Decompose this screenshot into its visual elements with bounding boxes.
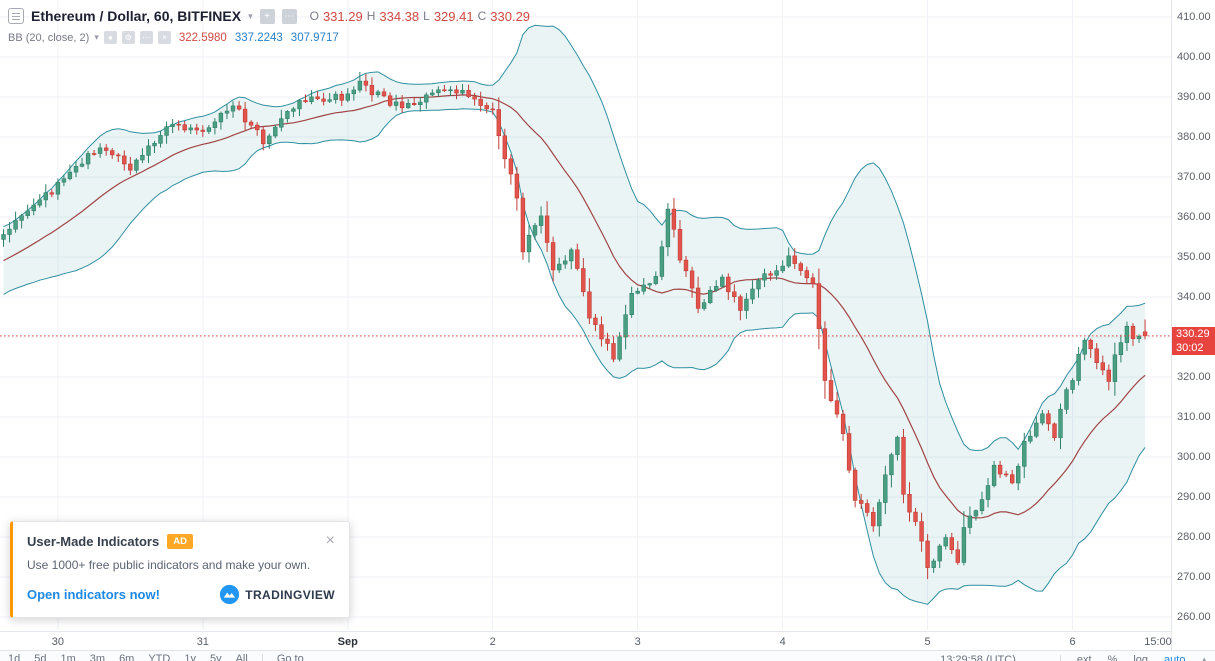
range-button-5d[interactable]: 5d xyxy=(34,653,47,661)
indicator-legend: BB (20, close, 2) ▾ ● ⚙ ⋯ × 322.5980 337… xyxy=(8,31,339,44)
ohlc-values: O 331.29 H 334.38 L 329.41 C 330.29 xyxy=(310,9,530,24)
price-axis[interactable]: 410.00 400.00 390.00 380.00 370.00 360.00 350.… xyxy=(1172,0,1215,631)
time-axis-label: 15:00 xyxy=(1144,636,1172,648)
low-value: 329.41 xyxy=(433,8,474,24)
bb-upper-value: 337.2243 xyxy=(234,31,283,44)
price-axis-label: 390.00 xyxy=(1177,91,1211,103)
price-axis-label: 310.00 xyxy=(1177,411,1211,423)
price-axis-label: 370.00 xyxy=(1177,171,1211,183)
price-axis-label: 260.00 xyxy=(1177,611,1211,623)
divider xyxy=(261,654,263,661)
close-label: C xyxy=(477,9,487,23)
range-button-1y[interactable]: 1y xyxy=(184,653,196,661)
goto-button[interactable]: Go to xyxy=(276,653,304,661)
scale-option-log[interactable]: log xyxy=(1133,653,1149,661)
grid xyxy=(0,0,1171,630)
ad-popup: User-Made Indicators AD × Use 1000+ free… xyxy=(10,521,350,618)
candles xyxy=(1,71,1148,580)
menu-icon[interactable] xyxy=(8,8,24,24)
settings-icon[interactable]: ⚙ xyxy=(121,31,135,44)
toolbar-clock[interactable]: 13:29:58 (UTC) xyxy=(940,653,1016,661)
scale-options: ext% log auto xyxy=(1077,654,1186,661)
time-axis-label: 6 xyxy=(1069,636,1076,648)
open-indicators-link[interactable]: Open indicators now! xyxy=(27,587,160,602)
low-label: L xyxy=(423,9,430,23)
price-axis-label: 350.00 xyxy=(1177,251,1211,263)
price-axis-label: 300.00 xyxy=(1177,451,1211,463)
scale-option-%[interactable]: % xyxy=(1107,653,1118,661)
chevron-down-icon[interactable]: ▾ xyxy=(248,10,253,21)
range-button-1m[interactable]: 1m xyxy=(60,653,76,661)
price-axis-label: 290.00 xyxy=(1177,491,1211,503)
candle-countdown-label: 30:02 xyxy=(1172,340,1215,355)
open-label: O xyxy=(309,9,319,23)
collapse-panel-icon[interactable]: ▴ xyxy=(1201,654,1207,661)
time-axis-label: 31 xyxy=(196,636,209,648)
axis-divider xyxy=(1171,0,1172,650)
range-button-1d[interactable]: 1d xyxy=(8,653,21,661)
chevron-down-icon[interactable]: ▾ xyxy=(94,32,99,42)
scale-group: 13:29:58 (UTC) ext% log auto ▴ xyxy=(940,653,1207,661)
price-axis-label: 380.00 xyxy=(1177,131,1211,143)
range-button-all[interactable]: All xyxy=(235,653,248,661)
range-button-5y[interactable]: 5y xyxy=(209,653,222,661)
time-axis-label: 30 xyxy=(51,636,64,648)
scale-option-auto[interactable]: auto xyxy=(1164,653,1186,661)
range-button-6m[interactable]: 6m xyxy=(119,653,135,661)
remove-indicator-icon[interactable]: × xyxy=(157,31,171,44)
candlestick-chart[interactable] xyxy=(0,0,1171,631)
range-button-ytd[interactable]: YTD xyxy=(148,653,171,661)
close-value: 330.29 xyxy=(490,8,531,24)
scale-option-ext[interactable]: ext xyxy=(1076,653,1092,661)
time-axis-label: 4 xyxy=(779,636,786,648)
time-axis[interactable]: 30 31 Sep 2 3 4 5 6 15:00 xyxy=(0,631,1172,650)
ad-badge: AD xyxy=(167,533,193,549)
time-axis-label: 3 xyxy=(634,636,641,648)
ad-body-text: Use 1000+ free public indicators and mak… xyxy=(27,558,311,572)
price-axis-label: 410.00 xyxy=(1177,11,1211,23)
tradingview-brand: TRADINGVIEW xyxy=(219,584,335,605)
high-value: 334.38 xyxy=(379,8,420,24)
visibility-icon[interactable]: ● xyxy=(103,31,117,44)
bottom-toolbar: 1d 5d 1m 3m 6m YTD 1y 5y All Go to 13:29:58 (UTC)… xyxy=(0,650,1215,661)
bb-basis-value: 322.5980 xyxy=(178,31,227,44)
time-axis-label: 2 xyxy=(489,636,496,648)
tradingview-wordmark: TRADINGVIEW xyxy=(245,587,335,602)
price-axis-label: 400.00 xyxy=(1177,51,1211,63)
symbol-title[interactable]: Ethereum / Dollar, 60, BITFINEX xyxy=(31,8,242,24)
date-range-group: 1d 5d 1m 3m 6m YTD 1y 5y All Go to xyxy=(8,653,304,661)
price-axis-label: 340.00 xyxy=(1177,291,1211,303)
price-axis-label: 280.00 xyxy=(1177,531,1211,543)
chart-header: Ethereum / Dollar, 60, BITFINEX ▾ + ⋯ O … xyxy=(8,6,530,26)
last-price-label: 330.29 xyxy=(1172,326,1215,341)
high-label: H xyxy=(366,9,376,23)
open-value: 331.29 xyxy=(322,8,363,24)
bollinger-band xyxy=(3,24,1146,605)
ad-title: User-Made Indicators xyxy=(27,533,160,549)
close-icon[interactable]: × xyxy=(325,532,335,549)
bb-lower-value: 307.9717 xyxy=(290,31,339,44)
time-axis-label: Sep xyxy=(337,636,358,648)
chart-settings-icon[interactable]: ⋯ xyxy=(281,8,297,24)
price-axis-label: 270.00 xyxy=(1177,571,1211,583)
tradingview-logo-icon xyxy=(220,584,240,605)
price-axis-label: 360.00 xyxy=(1177,211,1211,223)
time-axis-label: 5 xyxy=(924,636,931,648)
divider xyxy=(1059,654,1061,661)
compare-icon[interactable]: + xyxy=(259,8,275,24)
range-button-3m[interactable]: 3m xyxy=(89,653,106,661)
indicator-label[interactable]: BB (20, close, 2) xyxy=(8,31,90,44)
price-axis-label: 320.00 xyxy=(1177,371,1211,383)
more-options-icon[interactable]: ⋯ xyxy=(139,31,153,44)
